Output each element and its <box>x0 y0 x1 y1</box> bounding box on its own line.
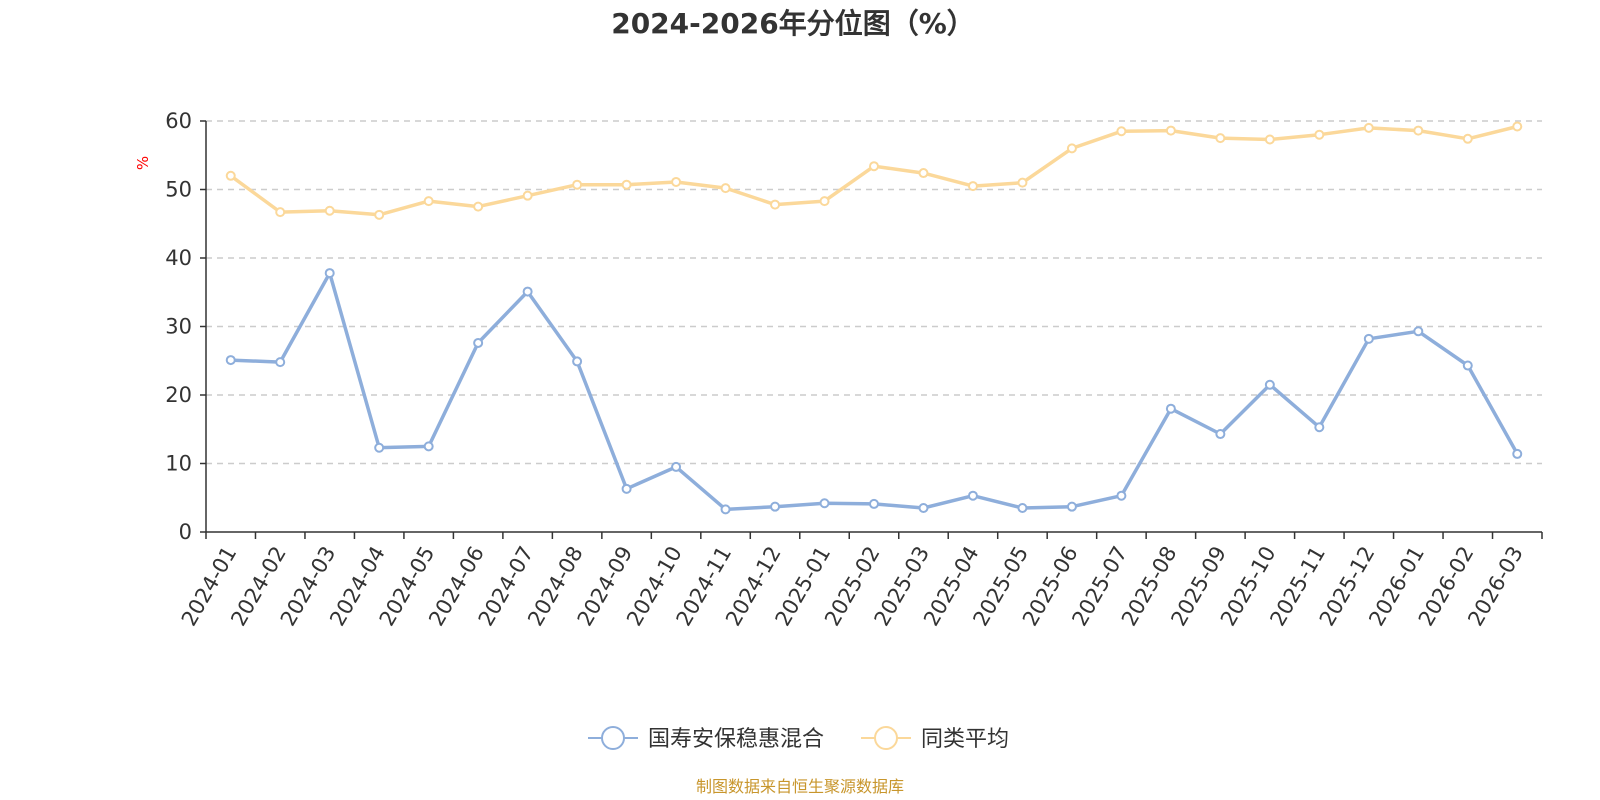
source-note: 制图数据来自恒生聚源数据库 <box>696 777 904 796</box>
data-point[interactable] <box>275 207 286 218</box>
data-point[interactable] <box>720 504 731 515</box>
data-point[interactable] <box>819 498 830 509</box>
data-point[interactable] <box>819 196 830 207</box>
data-point[interactable] <box>869 498 879 509</box>
data-point[interactable] <box>225 170 236 181</box>
series-lines <box>225 121 1523 515</box>
series-2 <box>225 121 1523 220</box>
series-line <box>228 271 1520 512</box>
data-point[interactable] <box>671 176 682 187</box>
data-point[interactable] <box>572 179 583 190</box>
data-point[interactable] <box>967 490 978 501</box>
legend-marker <box>874 726 898 750</box>
chart-title: 2024-2026年分位图（%） <box>611 7 975 40</box>
data-point[interactable] <box>572 356 583 367</box>
data-point[interactable] <box>869 161 879 172</box>
data-point[interactable] <box>1116 126 1127 137</box>
data-point[interactable] <box>1017 177 1028 188</box>
data-point[interactable] <box>770 199 781 210</box>
data-point[interactable] <box>374 209 385 220</box>
data-point[interactable] <box>1462 133 1473 144</box>
data-point[interactable] <box>473 201 484 212</box>
data-point[interactable] <box>324 268 335 279</box>
legend-item[interactable]: 国寿安保稳惠混合 <box>588 726 824 752</box>
data-point[interactable] <box>621 483 632 494</box>
grid-lines <box>206 120 1542 465</box>
axes: 01020304050602024-012024-022024-032024-0… <box>165 109 1543 630</box>
data-point[interactable] <box>621 179 632 190</box>
data-point[interactable] <box>770 501 781 512</box>
data-point[interactable] <box>1017 503 1028 514</box>
data-point[interactable] <box>324 205 335 216</box>
legend-item[interactable]: 同类平均 <box>861 726 1009 752</box>
legend: 国寿安保稳惠混合 同类平均 <box>588 726 1009 752</box>
data-point[interactable] <box>522 190 533 201</box>
data-point[interactable] <box>671 461 682 472</box>
legend-label: 同类平均 <box>921 727 1009 752</box>
data-point[interactable] <box>967 181 978 192</box>
data-point[interactable] <box>1215 429 1226 440</box>
data-point[interactable] <box>720 183 731 194</box>
data-point[interactable] <box>225 355 236 366</box>
y-tick-label: 0 <box>179 520 192 544</box>
legend-label: 国寿安保稳惠混合 <box>648 727 824 752</box>
data-point[interactable] <box>1264 379 1275 390</box>
data-point[interactable] <box>374 442 385 453</box>
data-point[interactable] <box>473 337 484 348</box>
y-tick-label: 10 <box>165 452 192 476</box>
data-point[interactable] <box>1512 448 1523 459</box>
data-point[interactable] <box>918 503 929 514</box>
y-tick-label: 30 <box>165 315 192 339</box>
y-tick-label: 40 <box>165 246 192 270</box>
data-point[interactable] <box>423 441 434 452</box>
data-point[interactable] <box>1165 403 1176 414</box>
data-point[interactable] <box>1314 422 1325 433</box>
data-point[interactable] <box>1264 134 1275 145</box>
y-tick-label: 20 <box>165 383 192 407</box>
data-point[interactable] <box>1116 490 1127 501</box>
y-axis-unit-label: % <box>134 156 152 170</box>
data-point[interactable] <box>1215 133 1226 144</box>
data-point[interactable] <box>1413 125 1424 136</box>
data-point[interactable] <box>522 286 533 297</box>
data-point[interactable] <box>275 357 286 368</box>
data-point[interactable] <box>1165 125 1176 136</box>
series-1 <box>225 268 1523 515</box>
data-point[interactable] <box>1363 333 1374 344</box>
y-tick-label: 60 <box>165 109 192 133</box>
data-point[interactable] <box>918 168 929 179</box>
y-tick-label: 50 <box>165 178 192 202</box>
legend-marker <box>601 726 625 750</box>
data-point[interactable] <box>1066 501 1077 512</box>
data-point[interactable] <box>1413 326 1424 337</box>
data-point[interactable] <box>1462 360 1473 371</box>
data-point[interactable] <box>1066 143 1077 154</box>
data-point[interactable] <box>1314 129 1325 140</box>
data-point[interactable] <box>1363 122 1374 133</box>
data-point[interactable] <box>423 196 434 207</box>
data-point[interactable] <box>1512 121 1523 132</box>
